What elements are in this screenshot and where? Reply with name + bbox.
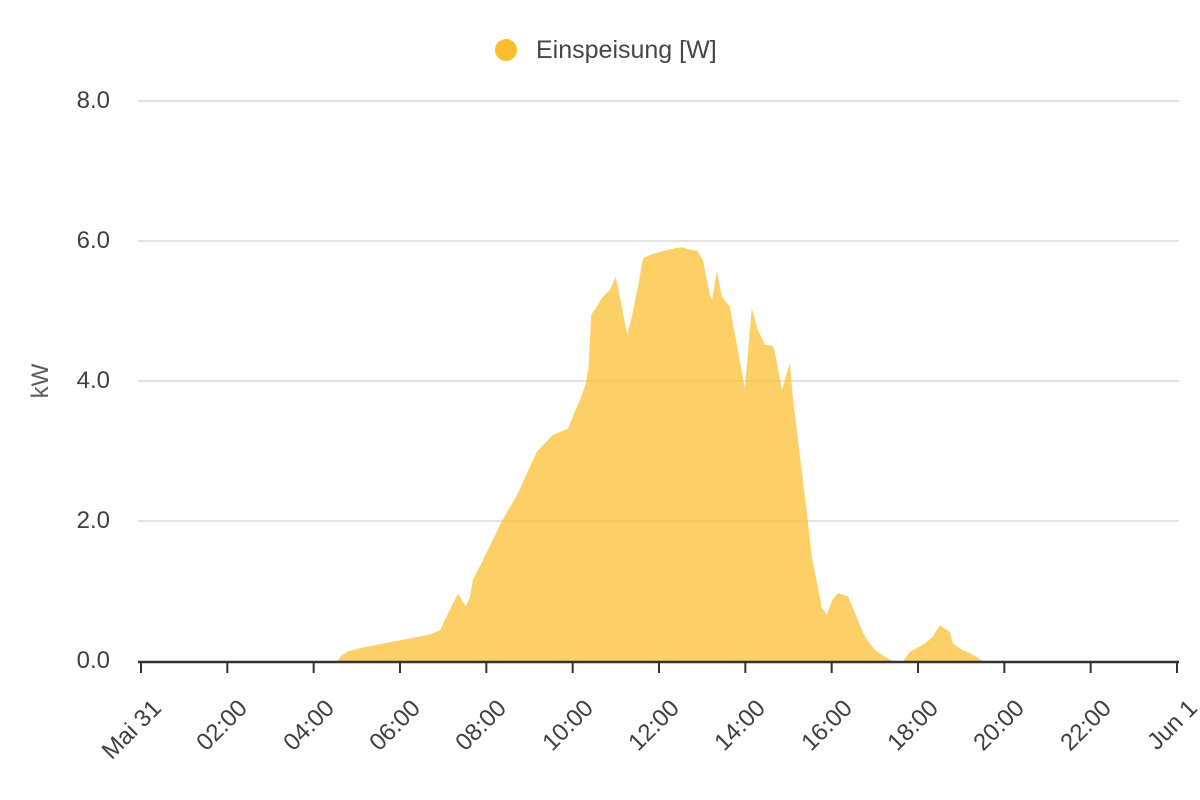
y-tick-label: 0.0	[76, 647, 110, 674]
legend-item-einspeisung[interactable]: Einspeisung [W]	[495, 36, 717, 64]
legend-label: Einspeisung [W]	[536, 36, 717, 64]
legend-marker-icon	[495, 39, 517, 61]
y-tick-label: 8.0	[76, 87, 110, 114]
area-series	[337, 247, 983, 662]
y-tick-label: 4.0	[76, 367, 110, 394]
y-tick-label: 2.0	[76, 507, 110, 534]
y-tick-label: 6.0	[76, 227, 110, 254]
